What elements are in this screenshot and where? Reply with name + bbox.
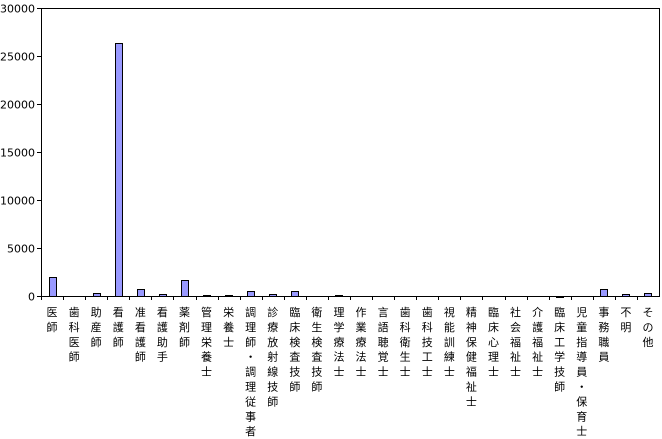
bar-3 <box>115 43 123 297</box>
x-category-label: 准看護師 <box>135 306 146 364</box>
x-category-label: 作業療法士 <box>356 306 367 379</box>
x-category-label: 視能訓練士 <box>444 305 455 379</box>
bar-25 <box>600 289 608 297</box>
y-tick-label: 30000 <box>0 3 35 16</box>
y-tick-label: 25000 <box>0 51 35 64</box>
x-category-label: 調理師・調理従事者 <box>245 305 256 438</box>
y-tick-label: 15000 <box>0 147 35 160</box>
y-tick-label: 10000 <box>0 195 35 208</box>
y-tick-label: 20000 <box>0 99 35 112</box>
bar-4 <box>137 289 145 297</box>
x-category-label: 介護福祉士 <box>532 306 543 379</box>
y-axis-ticks: 0 5000 10000 15000 20000 25000 30000 <box>0 3 41 304</box>
x-category-label: 理学療法士 <box>333 306 344 379</box>
bar-9 <box>247 291 255 297</box>
x-category-label: 管理栄養士 <box>201 305 212 379</box>
bar-11 <box>291 291 299 297</box>
x-category-label: 社会福祉士 <box>510 305 521 379</box>
x-category-label: 臨床工学技師 <box>554 306 565 394</box>
x-category-label: 不明 <box>620 306 631 334</box>
x-category-label: 歯科医師 <box>69 306 80 364</box>
x-category-label: 歯科衛生士 <box>400 306 411 379</box>
x-category-label: 歯科技工士 <box>422 306 433 379</box>
x-category-label: 診療放射線技師 <box>267 305 278 408</box>
x-category-label: 事務職員 <box>598 306 609 364</box>
x-category-label: 助産師 <box>91 305 102 349</box>
bar-6 <box>181 280 189 297</box>
x-category-label: 言語聴覚士 <box>378 306 389 379</box>
bars <box>49 43 652 298</box>
x-category-label: 精神保健福祉士 <box>466 306 477 408</box>
x-category-label: 看護師 <box>113 305 124 349</box>
x-category-label: その他 <box>642 306 653 349</box>
x-category-label: 薬剤師 <box>179 306 190 349</box>
x-axis-labels: 医師歯科医師助産師看護師准看護師看護助手薬剤師管理栄養士栄養士調理師・調理従事者… <box>41 296 653 438</box>
y-tick-label: 5000 <box>7 243 35 256</box>
bar-0 <box>49 277 57 297</box>
x-category-label: 臨床検査技師 <box>289 306 300 394</box>
y-tick-label: 0 <box>28 291 35 304</box>
x-category-label: 衛生検査技師 <box>311 306 322 394</box>
x-category-label: 栄養士 <box>223 305 234 349</box>
x-category-label: 看護助手 <box>157 305 168 364</box>
plot-area-frame <box>41 8 660 297</box>
x-category-label: 児童指導員・保育士 <box>576 306 587 438</box>
x-category-label: 医師 <box>47 306 58 334</box>
x-category-label: 臨床心理士 <box>488 306 499 379</box>
